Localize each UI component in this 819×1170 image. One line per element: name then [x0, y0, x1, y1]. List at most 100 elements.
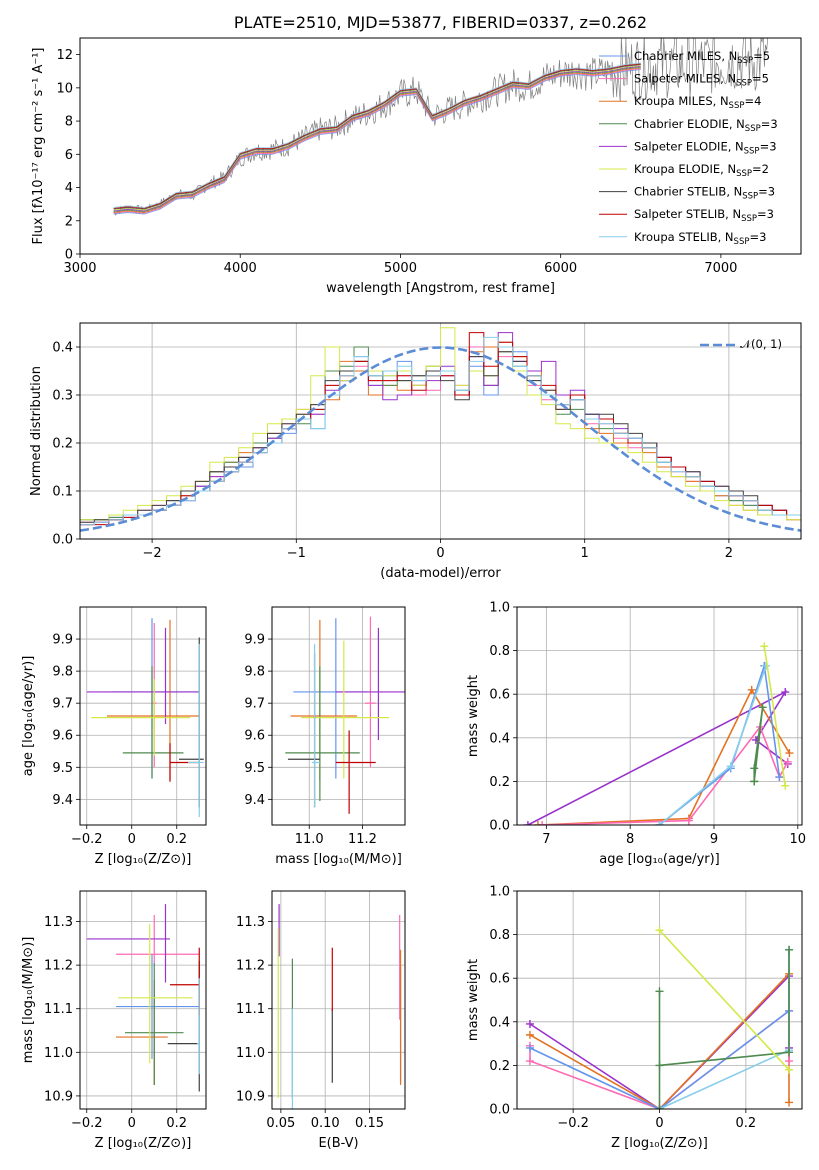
y-tick-label: 0.0: [489, 819, 510, 834]
legend-entry: Salpeter STELIB, NSSP=3: [634, 207, 774, 224]
panel-weight-vs-Z: −0.2 0 0.2 0.0 0.2 0.4 0.6 0.8 1.0 Z [log₁₀(Z/Z⊙)…: [466, 885, 803, 1151]
weight-marker: [758, 703, 767, 712]
weight-marker: [684, 816, 693, 825]
x-axis-label: Z [log₁₀(Z/Z⊙)]: [95, 1136, 192, 1151]
x-tick-label: 8: [626, 832, 634, 847]
legend-entry: Salpeter MILES, NSSP=5: [634, 72, 769, 89]
y-tick-label: 0.8: [489, 928, 510, 943]
x-tick-label: 6000: [544, 261, 577, 276]
y-tick-label: 10.9: [236, 1089, 265, 1104]
x-tick-label: 0.2: [736, 1116, 757, 1131]
weight-marker: [726, 762, 735, 771]
legend-entry: Kroupa MILES, NSSP=4: [634, 94, 761, 111]
weight-marker: [655, 987, 664, 996]
y-tick-label: 0.2: [489, 775, 510, 790]
legend-entry: 𝒩(0, 1): [740, 337, 782, 351]
model-spectrum-line: [113, 66, 641, 213]
x-tick-label: −0.2: [557, 1116, 589, 1131]
weight-marker: [785, 749, 794, 758]
y-axis-label: Flux [fλ10⁻¹⁷ erg cm⁻² s⁻¹ A⁻¹]: [31, 48, 46, 245]
y-tick-label: 6: [65, 148, 73, 163]
panel-age-vs-Z: −0.2 0 0.2 9.4 9.5 9.6 9.7 9.8 9.9 Z [log₁₀(Z/Z⊙)…: [21, 606, 207, 867]
weight-marker: [783, 757, 792, 766]
model-spectrum-line: [113, 68, 641, 214]
weight-marker: [655, 926, 664, 935]
y-tick-label: 11.3: [236, 915, 265, 930]
x-tick-label: −2: [143, 546, 162, 561]
y-tick-label: 0.4: [489, 1015, 510, 1030]
weight-marker: [525, 1043, 534, 1052]
axes-frame: [271, 606, 406, 826]
model-spectrum-line: [113, 64, 641, 211]
axes-frame: [79, 606, 207, 826]
x-tick-label: 0.2: [166, 1116, 187, 1131]
x-tick-label: 0.2: [166, 832, 187, 847]
model-spectrum-line: [113, 62, 641, 208]
plot-area: [285, 616, 405, 814]
x-tick-label: 10: [790, 832, 807, 847]
panel-spectrum: 3000 4000 5000 6000 7000 0 2 4 6 8 10 12 Chabrier MI…: [31, 13, 802, 296]
model-spectrum-line: [113, 69, 641, 215]
weight-marker: [655, 1061, 664, 1070]
y-tick-label: 9.5: [244, 761, 265, 776]
y-tick-label: 0.8: [489, 644, 510, 659]
plot-area: [113, 38, 769, 216]
legend-entry: Salpeter ELODIE, NSSP=3: [634, 139, 777, 156]
y-tick-label: 11.3: [44, 915, 73, 930]
y-tick-label: 9.6: [52, 729, 73, 744]
weight-marker: [781, 781, 790, 790]
legend-entry: Chabrier MILES, NSSP=5: [634, 49, 770, 66]
weight-marker: [525, 1019, 534, 1028]
weight-line: [763, 646, 786, 786]
weight-line: [659, 949, 790, 1109]
x-tick-label: 5000: [384, 261, 417, 276]
y-tick-label: 11.1: [236, 1002, 265, 1017]
y-tick-label: 11.0: [236, 1046, 265, 1061]
gaussian-curve: [80, 346, 801, 532]
weight-marker: [747, 685, 756, 694]
x-tick-label: 0.10: [311, 1116, 340, 1131]
axes-frame: [79, 37, 802, 255]
y-tick-label: 2: [65, 214, 73, 229]
weight-marker: [785, 1098, 794, 1107]
legend-entry: Chabrier STELIB, NSSP=3: [634, 185, 775, 202]
weight-marker: [523, 821, 532, 825]
model-spectrum-line: [113, 64, 641, 210]
plot-area: [80, 327, 801, 532]
weight-marker: [785, 1048, 794, 1057]
axes-frame: [79, 890, 207, 1110]
chart-title: PLATE=2510, MJD=53877, FIBERID=0337, z=0…: [234, 13, 647, 32]
y-tick-label: 1.0: [489, 601, 510, 616]
panel-mass-vs-ebv: 0.05 0.10 0.15 10.9 11.0 11.1 11.2 11.3 E(B-V): [236, 890, 406, 1151]
y-axis-label: mass weight: [466, 959, 481, 1041]
y-tick-label: 4: [65, 181, 73, 196]
x-tick-label: 4000: [224, 261, 257, 276]
x-tick-label: 7: [542, 832, 550, 847]
x-tick-label: 7000: [704, 261, 737, 276]
weight-marker: [525, 1057, 534, 1066]
y-tick-label: 1.0: [489, 885, 510, 900]
residual-histogram: [80, 336, 801, 526]
plot-area: [523, 642, 794, 825]
y-tick-label: 0.2: [489, 1059, 510, 1074]
y-tick-label: 11.2: [44, 959, 73, 974]
y-tick-label: 0.6: [489, 688, 510, 703]
y-axis-label: mass [log₁₀(M/M⊙)]: [21, 937, 36, 1064]
y-tick-label: 0.4: [52, 341, 73, 356]
weight-marker: [760, 642, 769, 651]
x-tick-label: −0.2: [71, 832, 103, 847]
axes-frame: [271, 890, 406, 1110]
weight-line: [753, 707, 764, 782]
x-tick-label: 0: [436, 546, 444, 561]
x-tick-label: −0.2: [71, 1116, 103, 1131]
weight-line: [658, 929, 790, 1071]
x-tick-label: 2: [725, 546, 733, 561]
plot-area: [277, 904, 402, 1109]
x-tick-label: 9: [710, 832, 718, 847]
weight-marker: [655, 1105, 664, 1109]
y-tick-label: 12: [56, 48, 73, 63]
weight-marker: [538, 821, 547, 825]
legend-entry: Kroupa ELODIE, NSSP=2: [634, 162, 769, 179]
y-tick-label: 9.6: [244, 729, 265, 744]
